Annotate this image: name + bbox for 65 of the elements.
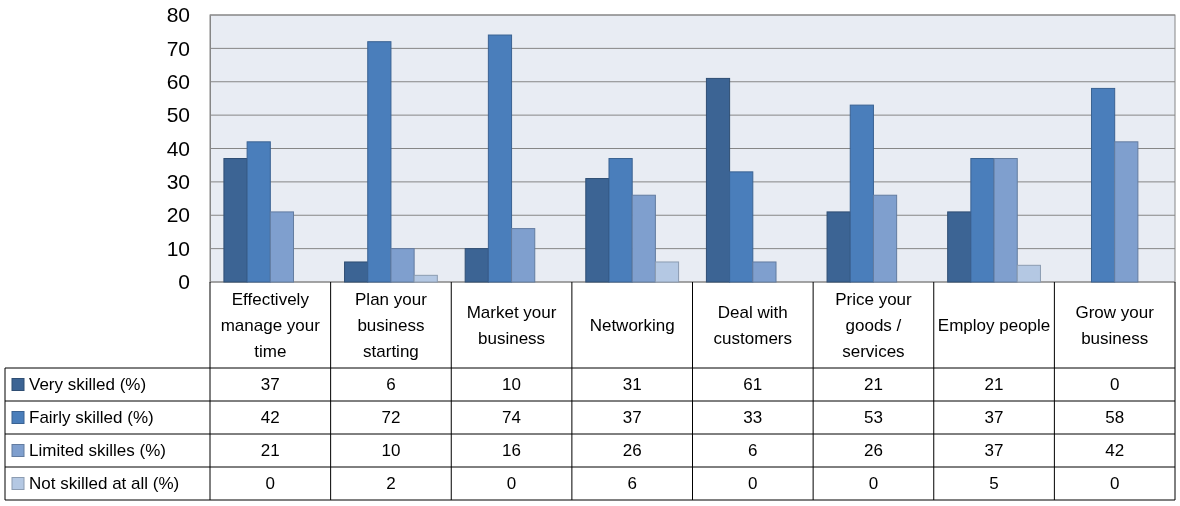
data-label: 37 xyxy=(984,441,1004,461)
bar xyxy=(993,158,1018,283)
data-label: 21 xyxy=(260,441,280,461)
x-tick-label: Plan your business starting xyxy=(355,289,428,361)
bar xyxy=(413,274,438,283)
x-tick-label: Networking xyxy=(589,315,675,335)
x-tick-label: Effectively manage your time xyxy=(220,289,321,361)
y-tick-label: 80 xyxy=(166,3,190,27)
data-label: 33 xyxy=(743,408,763,428)
data-label: 0 xyxy=(265,474,276,494)
data-label: 21 xyxy=(984,375,1004,395)
bar xyxy=(1114,141,1139,283)
bar xyxy=(872,194,898,283)
bar xyxy=(511,228,536,283)
bar xyxy=(390,248,415,283)
legend-label: Limited skilles (%) xyxy=(29,441,166,461)
x-tick-label: Price your goods / services xyxy=(835,289,913,361)
data-label: 0 xyxy=(748,474,758,494)
data-label: 6 xyxy=(748,441,758,461)
y-tick-label: 10 xyxy=(166,236,190,260)
data-label: 53 xyxy=(863,408,883,428)
data-label: 10 xyxy=(502,375,522,395)
y-tick-label: 0 xyxy=(178,270,190,294)
data-label: 72 xyxy=(381,408,401,428)
data-label: 0 xyxy=(1109,474,1120,494)
data-label: 26 xyxy=(622,441,642,461)
data-label: 74 xyxy=(502,408,522,428)
legend-label: Fairly skilled (%) xyxy=(29,408,154,428)
data-label: 42 xyxy=(1105,441,1125,461)
data-label: 42 xyxy=(260,408,280,428)
data-label: 0 xyxy=(506,474,517,494)
bar xyxy=(654,261,680,283)
data-label: 5 xyxy=(989,474,999,494)
data-label: 26 xyxy=(863,441,883,461)
bar xyxy=(1016,264,1041,283)
data-label: 61 xyxy=(743,375,763,395)
legend-label: Very skilled (%) xyxy=(29,375,147,395)
legend-label: Not skilled at all (%) xyxy=(29,474,180,494)
data-label: 10 xyxy=(381,441,401,461)
y-tick-label: 50 xyxy=(166,103,190,127)
data-label: 37 xyxy=(984,408,1004,428)
y-tick-label: 30 xyxy=(166,170,190,194)
y-tick-label: 60 xyxy=(166,69,190,93)
bar xyxy=(631,194,656,283)
y-tick-label: 40 xyxy=(166,136,190,160)
x-tick-label: Deal with customers xyxy=(713,302,793,348)
data-label: 6 xyxy=(386,375,396,395)
data-label: 37 xyxy=(622,408,642,428)
bar xyxy=(269,211,295,283)
x-tick-label: Grow your business xyxy=(1075,302,1155,348)
data-label: 31 xyxy=(622,375,642,395)
data-label: 37 xyxy=(260,375,280,395)
data-label: 2 xyxy=(386,474,396,494)
data-label: 0 xyxy=(1109,375,1120,395)
x-tick-label: Market your business xyxy=(466,302,557,348)
data-label: 0 xyxy=(868,474,879,494)
data-label: 21 xyxy=(863,375,883,395)
bar xyxy=(1090,87,1116,283)
bar xyxy=(752,261,777,283)
x-tick-label: Employ people xyxy=(937,315,1051,335)
y-tick-label: 20 xyxy=(166,203,190,227)
y-tick-label: 70 xyxy=(166,36,190,60)
data-label: 16 xyxy=(502,441,522,461)
data-label: 6 xyxy=(627,474,637,494)
data-label: 58 xyxy=(1105,408,1125,428)
